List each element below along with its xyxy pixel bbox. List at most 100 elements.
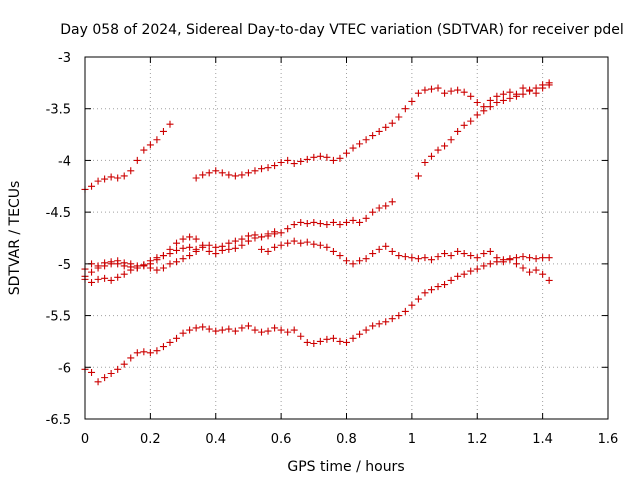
data-point [192, 324, 200, 332]
data-point [231, 237, 239, 245]
data-point [421, 254, 429, 262]
data-point [447, 252, 455, 260]
data-point [454, 127, 462, 135]
data-point [441, 250, 449, 258]
data-point [199, 171, 207, 179]
x-axis-label: GPS time / hours [287, 459, 404, 475]
data-point [133, 264, 141, 272]
data-point [88, 368, 96, 376]
x-tick-label: 0.8 [336, 432, 357, 447]
data-point [539, 254, 547, 262]
data-point [271, 243, 279, 251]
data-point [349, 260, 357, 268]
y-tick-label: -5 [58, 258, 71, 273]
data-point [486, 247, 494, 255]
data-point [310, 339, 318, 347]
data-point [88, 278, 96, 286]
data-point [310, 218, 318, 226]
data-point [264, 232, 272, 240]
data-point [186, 252, 194, 260]
data-point [258, 328, 266, 336]
data-point [532, 255, 540, 263]
data-point [297, 218, 305, 226]
data-point [512, 254, 520, 262]
data-point [166, 260, 174, 268]
data-point [336, 252, 344, 260]
data-point [460, 270, 468, 278]
data-point [120, 360, 128, 368]
data-point [88, 268, 96, 276]
data-point [323, 243, 331, 251]
data-point [173, 239, 181, 247]
data-point [120, 172, 128, 180]
data-point [454, 247, 462, 255]
data-point [120, 270, 128, 278]
data-point [382, 123, 390, 131]
data-point [382, 318, 390, 326]
data-point [316, 152, 324, 160]
data-point [493, 92, 501, 100]
data-point [225, 325, 233, 333]
data-point [401, 105, 409, 113]
data-point [388, 247, 396, 255]
data-point [140, 262, 148, 270]
data-point [526, 254, 534, 262]
data-point [205, 169, 213, 177]
data-point [94, 177, 102, 185]
data-point [179, 329, 187, 337]
data-point [336, 154, 344, 162]
data-point [146, 264, 154, 272]
data-point [127, 260, 135, 268]
data-point [532, 266, 540, 274]
data-point [401, 307, 409, 315]
data-point [179, 244, 187, 252]
data-point [329, 156, 337, 164]
x-tick-label: 0 [81, 432, 89, 447]
data-point [244, 237, 252, 245]
data-point [519, 90, 527, 98]
data-point [349, 216, 357, 224]
data-point [434, 283, 442, 291]
data-point [369, 322, 377, 330]
data-point [146, 349, 154, 357]
data-point [101, 175, 109, 183]
data-point [506, 255, 514, 263]
series-track-a [81, 120, 174, 193]
data-point [473, 254, 481, 262]
y-tick-label: -3.5 [46, 103, 71, 118]
data-point [493, 258, 501, 266]
data-point [199, 241, 207, 249]
data-point [153, 347, 161, 355]
data-point [480, 250, 488, 258]
data-point [264, 247, 272, 255]
data-point [159, 264, 167, 272]
data-point [179, 235, 187, 243]
data-point [441, 89, 449, 97]
data-point [101, 274, 109, 282]
data-point [362, 136, 370, 144]
data-point [427, 85, 435, 93]
data-point [192, 174, 200, 182]
data-point [120, 259, 128, 267]
data-point [434, 84, 442, 92]
data-point [153, 256, 161, 264]
data-point [388, 119, 396, 127]
data-point [238, 241, 246, 249]
data-point [251, 167, 259, 175]
data-point [375, 127, 383, 135]
data-point [94, 378, 102, 386]
data-point [343, 218, 350, 226]
data-point [127, 266, 135, 274]
data-point [133, 349, 141, 357]
y-tick-label: -5.5 [46, 310, 71, 325]
data-point [153, 266, 161, 274]
data-point [316, 337, 324, 345]
data-point [434, 146, 442, 154]
data-point [225, 239, 233, 247]
data-point [329, 218, 337, 226]
data-point [362, 255, 370, 263]
data-point [173, 334, 181, 342]
data-point [414, 255, 422, 263]
data-point [140, 348, 148, 356]
data-point [441, 281, 449, 289]
